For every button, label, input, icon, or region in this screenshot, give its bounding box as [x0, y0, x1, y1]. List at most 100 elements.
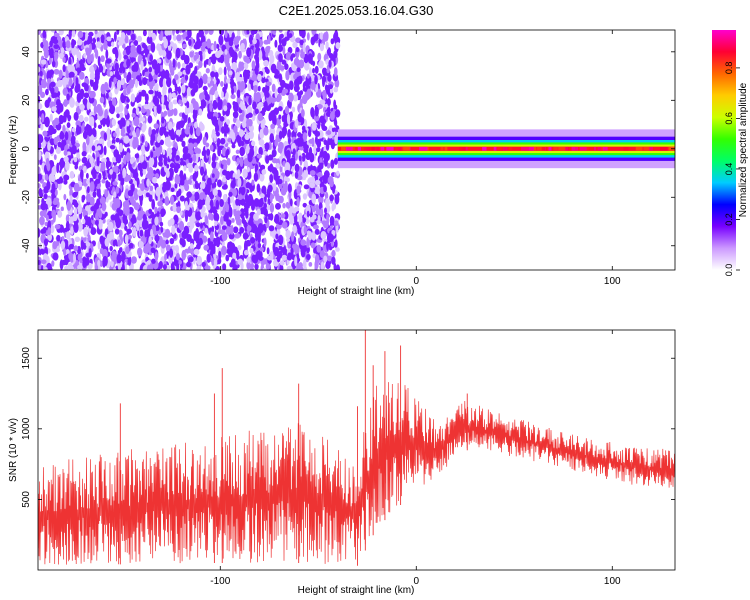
spectrogram-peak-cell	[493, 146, 498, 151]
spectrogram-noise-cell	[176, 136, 181, 142]
spectrogram-noise-cell	[154, 173, 160, 179]
spectrogram-noise-cell	[189, 243, 194, 250]
spectrogram-noise-cell	[178, 220, 185, 231]
spectrogram-noise-cell	[287, 183, 292, 193]
spectrogram-noise-cell	[306, 73, 310, 79]
spectrogram-noise-cell	[231, 143, 236, 149]
spectrogram-noise-cell	[57, 210, 63, 218]
spectrogram-noise-cell	[113, 267, 117, 270]
spectrogram-noise-cell	[274, 68, 278, 77]
spectrogram-noise-cell	[69, 170, 75, 179]
spectrogram-noise-cell	[248, 96, 252, 106]
spectrogram-noise-cell	[86, 186, 90, 194]
spectrogram-noise-cell	[315, 209, 322, 216]
spectrogram-noise-cell	[165, 101, 170, 111]
spectrogram-noise-cell	[164, 30, 170, 36]
spectrogram-noise-cell	[305, 218, 310, 224]
spectrogram-noise-cell	[302, 193, 308, 200]
spectrogram-noise-cell	[45, 214, 49, 222]
spectrogram-noise-cell	[251, 199, 255, 210]
spectrogram-noise-cell	[96, 145, 102, 151]
spectrogram-noise-cell	[261, 169, 267, 175]
spectrogram-noise-cell	[220, 137, 226, 145]
spectrogram-noise-cell	[317, 171, 323, 178]
spectrogram-peak-cell	[482, 146, 487, 151]
spectrogram-noise-cell	[40, 59, 47, 65]
spectrogram-peak-cell	[584, 146, 589, 151]
spectrogram-noise-cell	[261, 185, 267, 194]
spectrogram-noise-cell	[300, 239, 307, 246]
spectrogram-peak-cell	[376, 146, 380, 151]
spectrogram-peak-cell	[371, 146, 375, 151]
spectrogram-noise-cell	[73, 201, 79, 208]
spectrogram-noise-cell	[334, 109, 341, 118]
spectrogram-noise-cell	[89, 71, 96, 80]
spectrogram-noise-cell	[211, 155, 216, 163]
spectrogram-noise-cell	[313, 33, 320, 41]
spectrogram-noise-cell	[79, 71, 85, 80]
spectrogram-noise-cell	[325, 198, 330, 208]
spectrogram-noise-cell	[221, 159, 228, 165]
spectrogram-noise-cell	[71, 30, 76, 38]
spectrogram-noise-cell	[271, 97, 277, 103]
spectrogram-noise-cell	[55, 98, 61, 107]
spectrogram-noise-cell	[126, 30, 132, 36]
spectrogram-noise-cell	[62, 124, 66, 135]
spectrogram-noise-cell	[114, 69, 120, 80]
spectrogram-noise-cell	[98, 172, 102, 181]
spectrogram-noise-cell	[329, 194, 334, 202]
spectrogram-noise-cell	[38, 216, 45, 226]
spectrogram-noise-cell	[252, 38, 257, 45]
spectrogram-noise-cell	[153, 96, 160, 107]
spectrogram-noise-cell	[293, 73, 298, 80]
spectrogram-noise-cell	[181, 84, 186, 94]
spectrogram-noise-cell	[177, 61, 181, 69]
spectrogram-noise-cell	[255, 61, 260, 70]
colorbar: 0.0 0.2 0.4 0.6 0.8 Normalized spectral ampl…	[712, 30, 749, 276]
spectrogram-noise-cell	[144, 71, 150, 78]
spectrogram-noise-cell	[291, 106, 296, 113]
spectrogram-noise-cell	[249, 215, 254, 225]
spectrogram-noise-cell	[73, 252, 76, 263]
spectrogram-noise-cell	[333, 74, 339, 82]
spectrogram-noise-cell	[209, 144, 214, 152]
spectrogram-noise-cell	[134, 153, 140, 159]
spectrogram-noise-cell	[313, 114, 320, 122]
spectrogram-noise-cell	[174, 74, 179, 81]
spectrogram-noise-cell	[286, 113, 291, 125]
spectrogram-noise-cell	[50, 219, 54, 225]
spectrogram-noise-cell	[110, 253, 117, 262]
spectrogram-noise-cell	[206, 38, 212, 49]
spectrogram-noise-cell	[65, 40, 71, 49]
spectrogram-noise-cell	[289, 198, 293, 207]
spectrogram-noise-cell	[328, 233, 335, 243]
spectrogram-noise-cell	[148, 126, 152, 137]
spectrogram-noise-cell	[154, 216, 159, 226]
spectrogram-noise-cell	[230, 258, 236, 267]
spectrogram-noise-cell	[117, 263, 122, 270]
spectrogram-noise-cell	[60, 206, 64, 212]
spectrogram-noise-cell	[142, 169, 147, 175]
spectrogram-noise-cell	[330, 38, 335, 45]
spectrogram-noise-cell	[220, 245, 227, 256]
spectrogram-noise-cell	[246, 30, 250, 35]
spectrogram-noise-cell	[63, 179, 68, 185]
spectrogram-noise-cell	[226, 219, 232, 226]
spectrogram-noise-cell	[252, 101, 257, 110]
spectrogram-noise-cell	[215, 171, 220, 176]
spectrogram-noise-cell	[104, 189, 109, 198]
spectrogram-noise-cell	[144, 229, 148, 238]
spectrogram-noise-cell	[237, 136, 242, 147]
spectrogram-noise-cell	[115, 153, 122, 164]
spectrogram-noise-cell	[281, 221, 288, 229]
spectrogram-peak-cell	[521, 146, 529, 151]
spectrogram-noise-cell	[275, 233, 279, 240]
spectrogram-noise-cell	[66, 200, 72, 211]
spectrogram-noise-cell	[67, 64, 73, 72]
spectrogram-noise-cell	[335, 42, 341, 49]
spectrogram-noise-cell	[98, 192, 102, 200]
spectrogram-noise-cell	[299, 98, 303, 108]
spectrogram-noise-cell	[92, 37, 97, 44]
spectrogram-noise-cell	[216, 179, 223, 188]
spectrogram-noise-cell	[193, 54, 198, 62]
